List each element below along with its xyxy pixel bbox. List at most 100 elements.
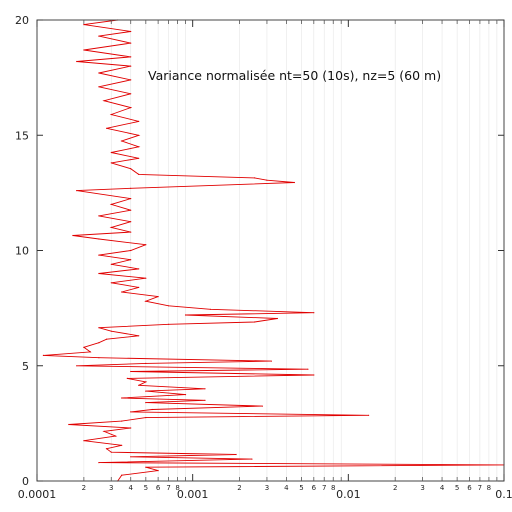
x-minor-tick-label: 5 — [144, 484, 148, 492]
data-point — [138, 173, 140, 175]
data-point — [276, 317, 278, 320]
series-layer — [42, 19, 505, 482]
data-point — [68, 423, 70, 426]
x-tick-label: 0.0001 — [18, 488, 57, 501]
x-minor-tick-label: 6 — [312, 484, 317, 492]
data-point — [130, 198, 132, 200]
data-point — [130, 187, 132, 189]
x-minor-tick-label: 3 — [420, 484, 424, 492]
data-point — [121, 397, 123, 399]
x-tick-label: 0.01 — [336, 488, 361, 501]
x-minor-tick-label: 8 — [331, 484, 335, 492]
x-minor-tick-label: 5 — [455, 484, 459, 492]
data-point — [83, 440, 85, 442]
data-point — [130, 231, 132, 233]
data-point — [138, 134, 140, 136]
data-point — [121, 420, 123, 422]
data-point — [130, 56, 132, 58]
data-point — [130, 209, 132, 211]
data-point — [110, 151, 112, 154]
data-point — [130, 456, 132, 458]
x-tick-label: 0.1 — [495, 488, 512, 501]
data-point — [126, 377, 128, 379]
data-point — [72, 234, 74, 237]
data-point — [103, 430, 105, 432]
data-point — [313, 374, 315, 376]
data-point — [130, 168, 132, 170]
data-point — [145, 277, 147, 279]
data-point — [145, 390, 147, 392]
data-point — [98, 35, 100, 37]
data-point — [83, 49, 85, 51]
data-point — [184, 314, 187, 316]
data-point — [76, 190, 78, 192]
y-tick-label: 20 — [15, 14, 29, 27]
minor-grid-lines — [83, 20, 498, 481]
data-point — [138, 157, 140, 159]
data-point — [261, 405, 263, 407]
x-minor-tick-label: 7 — [166, 484, 170, 492]
data-point — [130, 221, 132, 223]
data-point — [204, 399, 206, 401]
data-point — [110, 113, 112, 116]
data-point — [145, 362, 147, 364]
x-minor-tick-label: 2 — [237, 484, 241, 492]
data-point — [307, 368, 309, 370]
x-minor-tick-label: 3 — [109, 484, 113, 492]
data-point — [145, 402, 147, 404]
data-point — [98, 357, 100, 359]
data-point — [110, 451, 112, 453]
data-point — [235, 453, 237, 456]
data-point — [130, 93, 132, 95]
data-point — [98, 342, 100, 344]
data-point — [293, 181, 295, 184]
data-point — [130, 107, 132, 109]
data-point — [145, 381, 147, 383]
data-point — [368, 414, 370, 416]
x-minor-tick-label: 6 — [467, 484, 472, 492]
data-point — [266, 179, 268, 181]
data-point — [76, 365, 78, 367]
data-point — [98, 327, 100, 329]
data-point — [168, 305, 170, 307]
y-tick-label: 15 — [15, 129, 29, 142]
x-minor-tick-label: 7 — [478, 484, 482, 492]
data-point — [110, 162, 112, 164]
x-minor-tick-label: 4 — [284, 484, 289, 492]
x-minor-tick-label: 2 — [82, 484, 86, 492]
chart-annotation: Variance normalisée nt=50 (10s), nz=5 (6… — [148, 68, 441, 83]
data-point — [106, 338, 108, 340]
x-minor-tick-label: 8 — [487, 484, 491, 492]
data-point — [138, 384, 140, 386]
data-point — [89, 351, 91, 353]
data-point — [110, 226, 112, 228]
data-point — [130, 30, 132, 33]
data-point — [151, 408, 153, 411]
data-point — [313, 312, 315, 314]
data-point — [130, 79, 132, 81]
data-point — [98, 272, 100, 275]
data-point — [130, 65, 132, 67]
x-minor-tick-label: 8 — [175, 484, 179, 492]
data-point — [145, 466, 147, 468]
data-point — [110, 330, 112, 332]
y-tick-label: 5 — [22, 360, 29, 373]
data-point — [138, 120, 140, 122]
data-point — [130, 427, 132, 429]
data-point — [121, 474, 123, 476]
data-point — [145, 244, 147, 246]
data-point — [110, 203, 112, 205]
x-minor-tick-label: 3 — [265, 484, 269, 492]
data-point — [209, 308, 211, 310]
data-point — [98, 254, 100, 256]
data-point — [270, 360, 272, 362]
data-point — [204, 388, 206, 390]
data-point — [157, 296, 159, 298]
data-point — [168, 323, 170, 325]
data-point — [106, 448, 108, 450]
data-point — [145, 417, 147, 419]
ticks-layer: 0.0001 0.001 0.01 0.12 3 4 5 6 7 8 2 3 4 5 6 7 8 2 3 4 5 6 7 80… — [15, 14, 512, 501]
data-point — [130, 42, 132, 44]
x-minor-tick-label: 2 — [393, 484, 397, 492]
